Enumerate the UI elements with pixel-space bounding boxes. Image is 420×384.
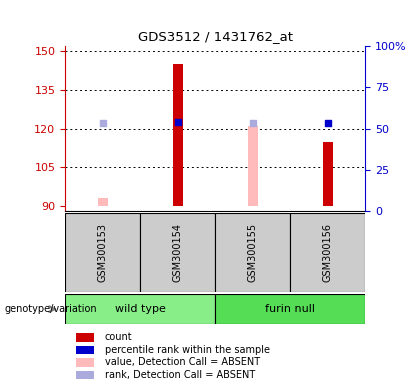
Bar [215,213,290,292]
Text: genotype/variation: genotype/variation [4,304,97,314]
Bar [323,142,333,206]
Text: percentile rank within the sample: percentile rank within the sample [105,345,270,355]
Bar [76,358,94,367]
Bar [76,346,94,354]
Bar [65,213,140,292]
Point [325,121,331,127]
Bar [76,333,94,342]
Point [249,121,256,127]
Bar [215,294,365,324]
Text: count: count [105,333,133,343]
Text: value, Detection Call = ABSENT: value, Detection Call = ABSENT [105,358,260,367]
Text: GSM300154: GSM300154 [173,223,183,282]
Bar [140,213,215,292]
Title: GDS3512 / 1431762_at: GDS3512 / 1431762_at [138,30,293,43]
Bar [98,198,108,206]
Text: furin null: furin null [265,304,315,314]
Bar [290,213,365,292]
Bar [173,64,183,206]
Point [174,119,181,125]
Text: rank, Detection Call = ABSENT: rank, Detection Call = ABSENT [105,370,255,380]
Text: GSM300156: GSM300156 [323,223,333,282]
Bar [76,371,94,379]
Bar [65,294,215,324]
Text: GSM300153: GSM300153 [97,223,108,282]
Text: GSM300155: GSM300155 [248,223,258,282]
Bar [248,126,257,206]
Point [99,121,106,127]
Text: wild type: wild type [115,304,165,314]
